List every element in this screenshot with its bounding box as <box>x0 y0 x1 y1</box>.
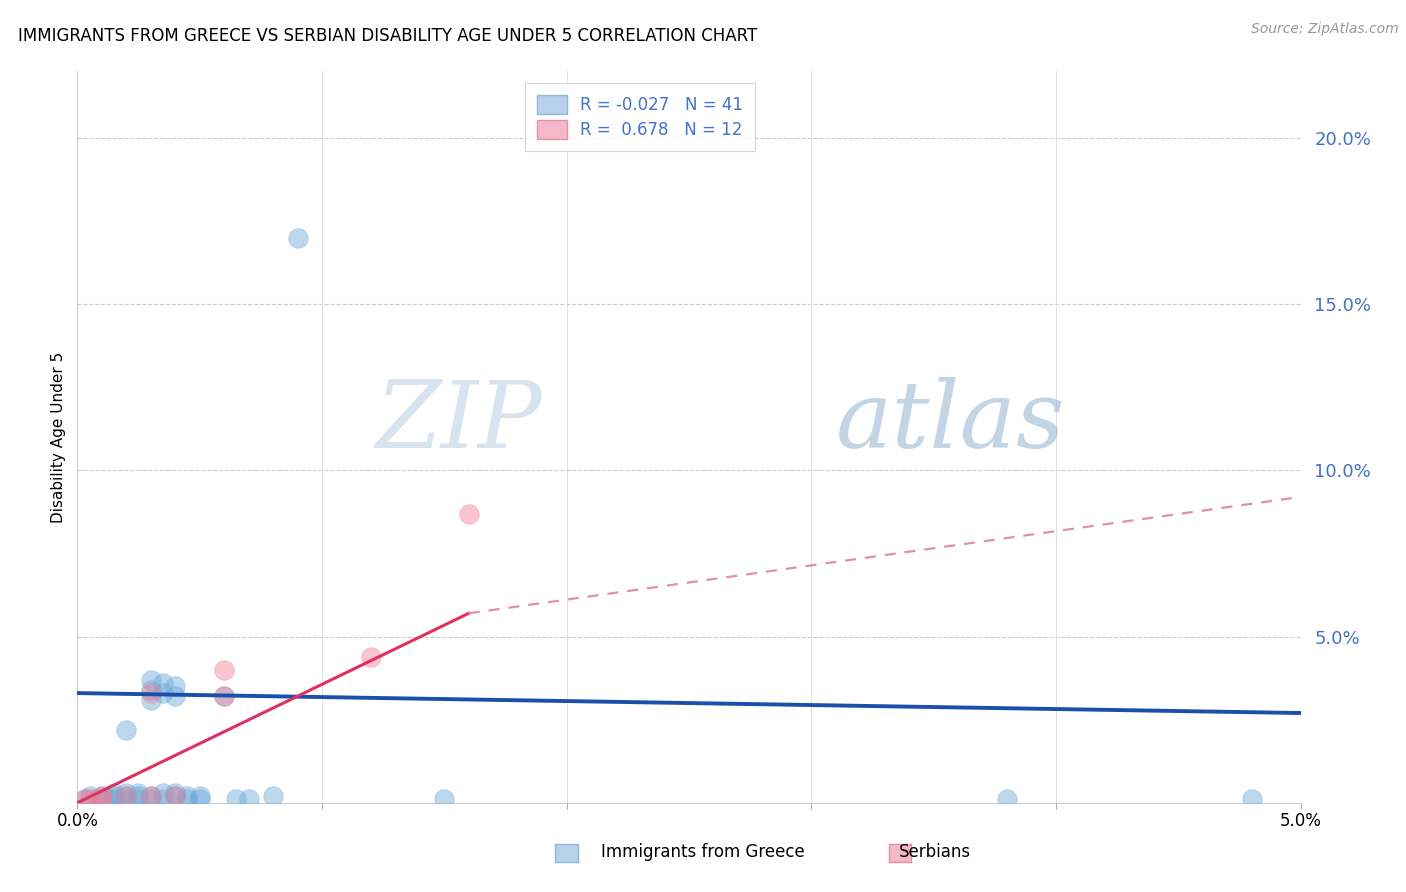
Point <box>128 792 150 806</box>
Point <box>188 789 211 804</box>
Point <box>115 792 138 806</box>
Text: 5.0%: 5.0% <box>1279 813 1322 830</box>
Point <box>96 792 118 806</box>
Text: Source: ZipAtlas.com: Source: ZipAtlas.com <box>1251 22 1399 37</box>
Point <box>128 786 150 800</box>
Point <box>165 786 187 800</box>
Text: ZIP: ZIP <box>375 377 543 467</box>
Point <box>225 792 247 806</box>
Point <box>212 690 235 704</box>
Point <box>139 789 162 804</box>
Text: Serbians: Serbians <box>898 843 972 861</box>
Point <box>152 686 174 700</box>
Point <box>457 507 479 521</box>
Point <box>165 789 187 804</box>
Point <box>212 663 235 677</box>
Point <box>115 789 138 804</box>
Point <box>115 789 138 804</box>
Text: IMMIGRANTS FROM GREECE VS SERBIAN DISABILITY AGE UNDER 5 CORRELATION CHART: IMMIGRANTS FROM GREECE VS SERBIAN DISABI… <box>18 27 758 45</box>
Legend: R = -0.027   N = 41, R =  0.678   N = 12: R = -0.027 N = 41, R = 0.678 N = 12 <box>526 83 755 151</box>
Point <box>103 786 125 800</box>
Point <box>103 792 125 806</box>
Point <box>139 692 162 706</box>
Point <box>1240 792 1263 806</box>
Point <box>262 789 284 804</box>
Point <box>165 680 187 694</box>
Point <box>79 792 101 806</box>
Point <box>995 792 1018 806</box>
Point <box>139 686 162 700</box>
Point <box>103 789 125 804</box>
Text: Immigrants from Greece: Immigrants from Greece <box>602 843 804 861</box>
Point <box>79 789 101 804</box>
Point <box>86 792 108 806</box>
Point <box>176 792 198 806</box>
Point <box>139 673 162 687</box>
Point <box>212 690 235 704</box>
Point <box>139 789 162 804</box>
Point <box>90 789 112 804</box>
Point <box>139 682 162 697</box>
Y-axis label: Disability Age Under 5: Disability Age Under 5 <box>51 351 66 523</box>
Text: atlas: atlas <box>835 377 1066 467</box>
Point <box>152 676 174 690</box>
Point <box>139 792 162 806</box>
Point <box>165 789 187 804</box>
Point <box>238 792 260 806</box>
Point <box>360 649 382 664</box>
Text: 0.0%: 0.0% <box>56 813 98 830</box>
Point <box>152 792 174 806</box>
Point <box>128 789 150 804</box>
Point <box>188 792 211 806</box>
Point <box>152 786 174 800</box>
Point <box>90 789 112 804</box>
Point <box>287 230 309 244</box>
Point <box>90 792 112 806</box>
Point <box>90 792 112 806</box>
Point <box>115 723 138 737</box>
Point <box>176 789 198 804</box>
Point <box>73 792 96 806</box>
Point <box>73 792 96 806</box>
Point <box>115 786 138 800</box>
Point <box>433 792 456 806</box>
Point <box>165 690 187 704</box>
